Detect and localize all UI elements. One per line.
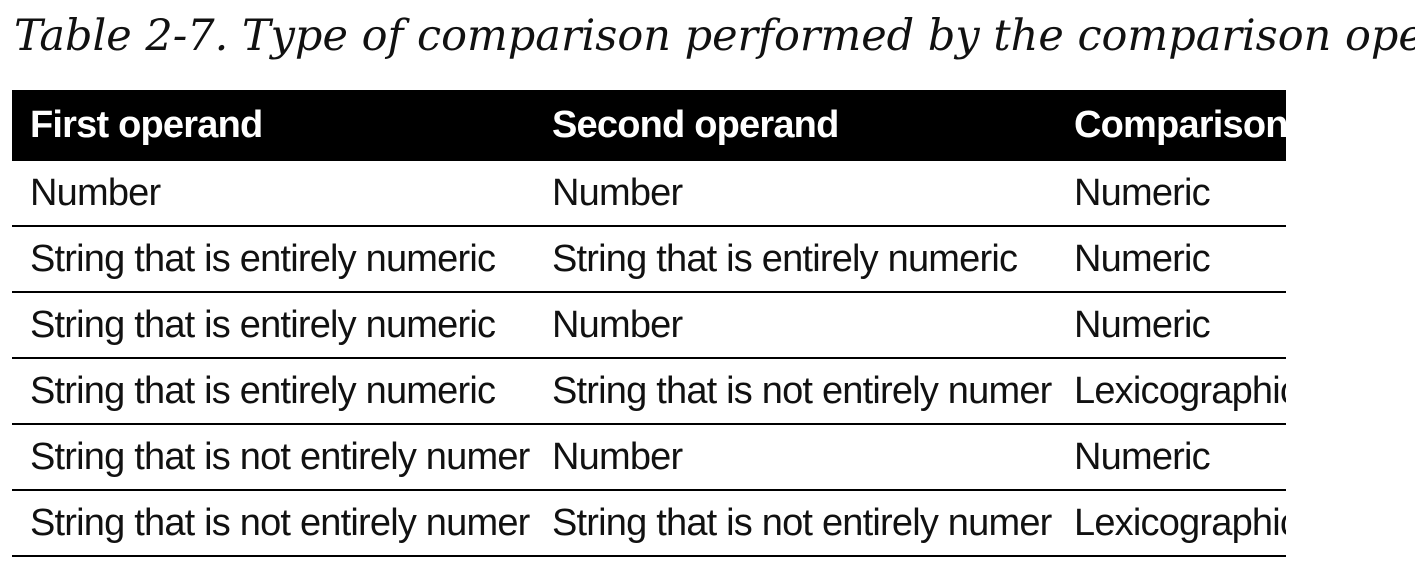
header-comparison: Comparison [1074,104,1286,146]
table-row: Number Number Numeric [12,161,1286,227]
table-caption: Table 2-7. Type of comparison performed … [14,11,1415,61]
comparison-cell: Numeric [1074,171,1211,214]
first-operand-cell: String that is not entirely numeric [30,435,532,478]
comparison-table: First operand Second operand Comparison … [12,90,1286,557]
comparison-cell: Numeric [1074,435,1211,478]
first-operand-cell: String that is not entirely numeric [30,501,532,544]
second-operand-cell: Number [552,171,683,214]
table-header-row: First operand Second operand Comparison [12,90,1286,161]
table-row: String that is entirely numeric String t… [12,359,1286,425]
table-row: String that is not entirely numeric Stri… [12,491,1286,557]
header-first-operand: First operand [30,104,263,146]
first-operand-cell: Number [30,171,161,214]
first-operand-cell: String that is entirely numeric [30,237,496,280]
comparison-cell: Numeric [1074,303,1211,346]
table-row: String that is not entirely numeric Numb… [12,425,1286,491]
second-operand-cell: String that is entirely numeric [552,237,1018,280]
second-operand-cell: String that is not entirely numeric [552,369,1054,412]
comparison-cell: Lexicographic [1074,369,1286,412]
table-row: String that is entirely numeric Number N… [12,293,1286,359]
first-operand-cell: String that is entirely numeric [30,369,496,412]
comparison-cell: Lexicographic [1074,501,1286,544]
table-row: String that is entirely numeric String t… [12,227,1286,293]
comparison-cell: Numeric [1074,237,1211,280]
second-operand-cell: Number [552,303,683,346]
second-operand-cell: String that is not entirely numeric [552,501,1054,544]
second-operand-cell: Number [552,435,683,478]
first-operand-cell: String that is entirely numeric [30,303,496,346]
header-second-operand: Second operand [552,104,839,146]
